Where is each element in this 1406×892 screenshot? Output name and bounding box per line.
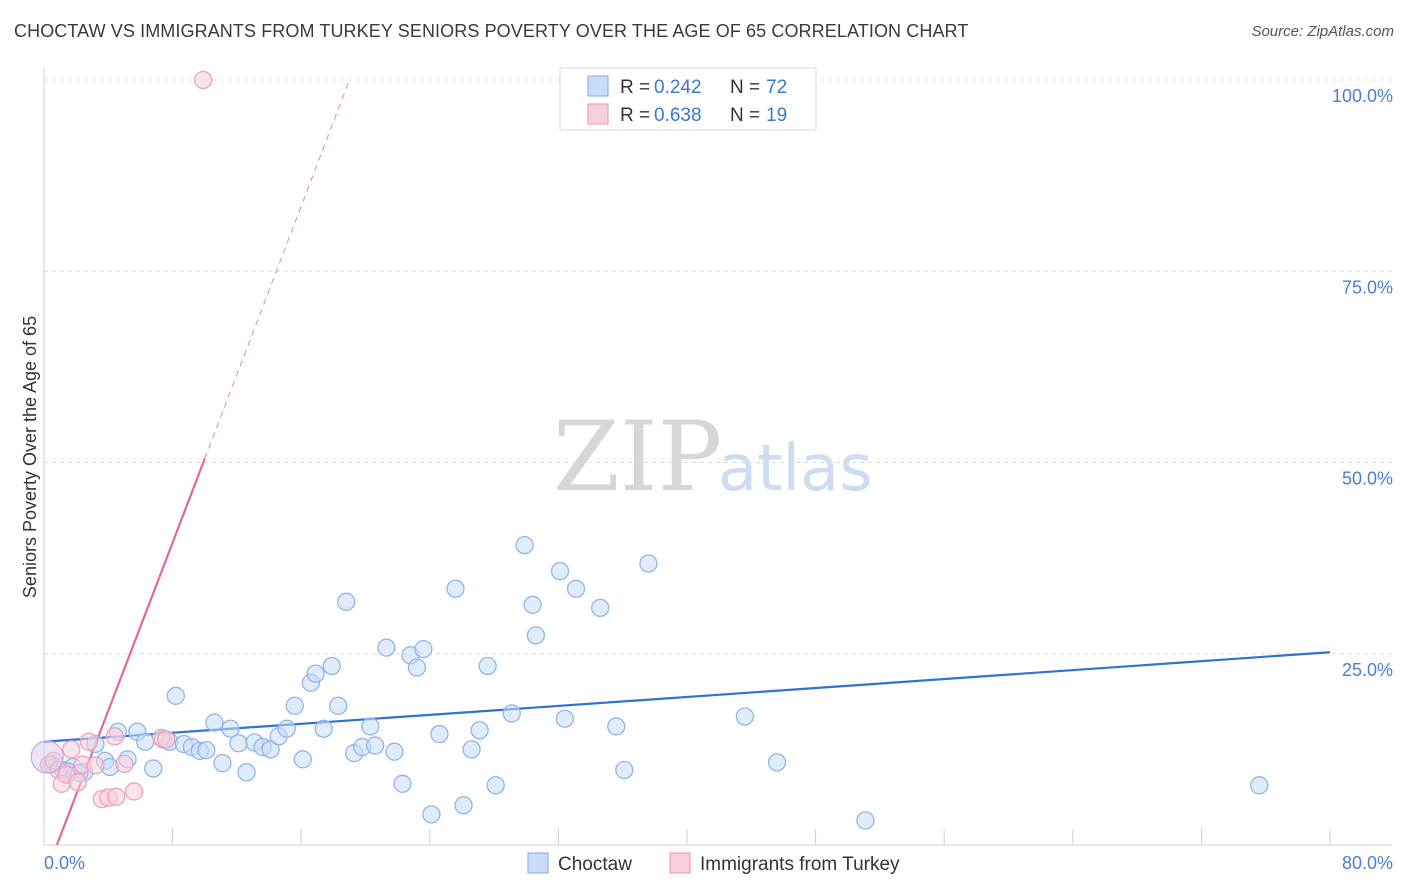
watermark-atlas: atlas xyxy=(718,432,873,506)
turkey-point-8 xyxy=(79,732,99,751)
choctaw-point-43 xyxy=(393,774,412,793)
choctaw-point-51 xyxy=(462,740,481,759)
legend-n-value-2: 19 xyxy=(766,105,787,126)
choctaw-point-65 xyxy=(639,554,658,573)
turkey-point-18 xyxy=(193,70,213,90)
choctaw-point-29 xyxy=(285,696,304,715)
y-tick-label-1: 75.0% xyxy=(1342,277,1393,297)
choctaw-point-36 xyxy=(337,592,356,611)
turkey-point-12 xyxy=(107,787,126,806)
choctaw-point-41 xyxy=(377,638,396,657)
choctaw-point-50 xyxy=(454,796,473,815)
data-points xyxy=(30,70,1269,830)
choctaw-point-28 xyxy=(277,719,296,738)
choctaw-point-23 xyxy=(237,763,256,782)
x-tick-label-1: 80.0% xyxy=(1342,853,1393,873)
legend-r-value-1: 0.242 xyxy=(654,77,702,98)
source-label: Source: ZipAtlas.com xyxy=(1251,23,1394,40)
choctaw-point-32 xyxy=(306,664,325,683)
legend-n-label-1: N = xyxy=(730,77,760,98)
choctaw-point-63 xyxy=(607,717,626,736)
choctaw-point-45 xyxy=(407,658,427,677)
bottom-legend-label-turkey: Immigrants from Turkey xyxy=(700,854,900,875)
choctaw-point-34 xyxy=(322,656,341,676)
turkey-point-5 xyxy=(62,740,81,759)
axes xyxy=(43,68,1392,846)
choctaw-point-46 xyxy=(414,640,433,659)
turkey-point-9 xyxy=(86,756,105,775)
choctaw-point-49 xyxy=(446,579,465,598)
gridlines xyxy=(44,79,1392,655)
y-tick-label-3: 25.0% xyxy=(1342,660,1393,680)
choctaw-point-21 xyxy=(221,719,240,738)
choctaw-point-22 xyxy=(229,734,248,753)
turkey-point-13 xyxy=(115,754,134,774)
choctaw-point-60 xyxy=(555,709,574,728)
legend-r-label-2: R = xyxy=(620,105,650,126)
bottom-legend: Choctaw Immigrants from Turkey xyxy=(527,852,900,875)
choctaw-point-39 xyxy=(361,717,380,736)
choctaw-point-35 xyxy=(329,696,348,715)
choctaw-point-52 xyxy=(470,721,489,740)
choctaw-point-33 xyxy=(314,719,333,738)
choctaw-point-59 xyxy=(550,561,570,581)
watermark-zip: ZIP xyxy=(553,401,722,513)
choctaw-point-11 xyxy=(144,759,163,778)
choctaw-point-57 xyxy=(523,595,542,614)
turkey-point-14 xyxy=(124,782,144,801)
turkey-point-6 xyxy=(68,773,87,792)
turkey-point-16 xyxy=(157,730,176,749)
choctaw-point-62 xyxy=(591,598,610,617)
legend-box: R = 0.242 N = 72 R = 0.638 N = 19 xyxy=(559,67,817,131)
trend-line-dashed-1 xyxy=(204,79,350,459)
choctaw-point-30 xyxy=(293,750,312,769)
choctaw-point-53 xyxy=(478,656,497,676)
trend-line-0 xyxy=(43,651,1331,743)
x-tick-labels: 0.0% 80.0% xyxy=(44,853,1393,873)
legend-r-label-1: R = xyxy=(620,77,650,98)
choctaw-point-47 xyxy=(422,805,441,824)
choctaw-point-61 xyxy=(566,579,586,598)
choctaw-point-19 xyxy=(205,713,224,732)
choctaw-point-55 xyxy=(502,704,521,723)
choctaw-point-69 xyxy=(1250,776,1269,795)
choctaw-point-18 xyxy=(197,740,216,760)
y-tick-label-0: 100.0% xyxy=(1332,86,1393,106)
legend-r-value-2: 0.638 xyxy=(654,105,702,126)
choctaw-point-20 xyxy=(213,753,232,773)
choctaw-point-40 xyxy=(365,736,385,755)
legend-swatch-turkey xyxy=(587,103,609,125)
cluster-point xyxy=(30,740,64,774)
legend-n-value-1: 72 xyxy=(766,77,787,98)
choctaw-point-26 xyxy=(261,740,280,759)
choctaw-point-56 xyxy=(515,535,534,555)
choctaw-point-68 xyxy=(856,811,875,830)
y-tick-labels: 100.0% 75.0% 50.0% 25.0% xyxy=(1332,86,1393,680)
choctaw-point-14 xyxy=(166,686,185,705)
choctaw-point-48 xyxy=(430,724,449,744)
choctaw-point-66 xyxy=(735,707,755,726)
bottom-legend-label-choctaw: Choctaw xyxy=(558,854,632,875)
bottom-legend-swatch-choctaw xyxy=(527,852,549,874)
y-axis-label: Seniors Poverty Over the Age of 65 xyxy=(20,316,40,598)
chart-title: CHOCTAW VS IMMIGRANTS FROM TURKEY SENIOR… xyxy=(14,21,969,41)
legend-swatch-choctaw xyxy=(587,75,609,97)
choctaw-point-54 xyxy=(486,776,505,795)
choctaw-point-10 xyxy=(136,732,155,751)
choctaw-point-64 xyxy=(615,760,634,780)
y-tick-label-2: 50.0% xyxy=(1342,469,1393,489)
choctaw-point-67 xyxy=(767,753,787,772)
bottom-legend-swatch-turkey xyxy=(669,852,691,874)
x-tick-label-0: 0.0% xyxy=(44,853,85,873)
legend-n-label-2: N = xyxy=(730,105,760,126)
turkey-point-17 xyxy=(105,727,124,746)
choctaw-point-42 xyxy=(385,742,404,761)
choctaw-point-58 xyxy=(526,626,546,645)
